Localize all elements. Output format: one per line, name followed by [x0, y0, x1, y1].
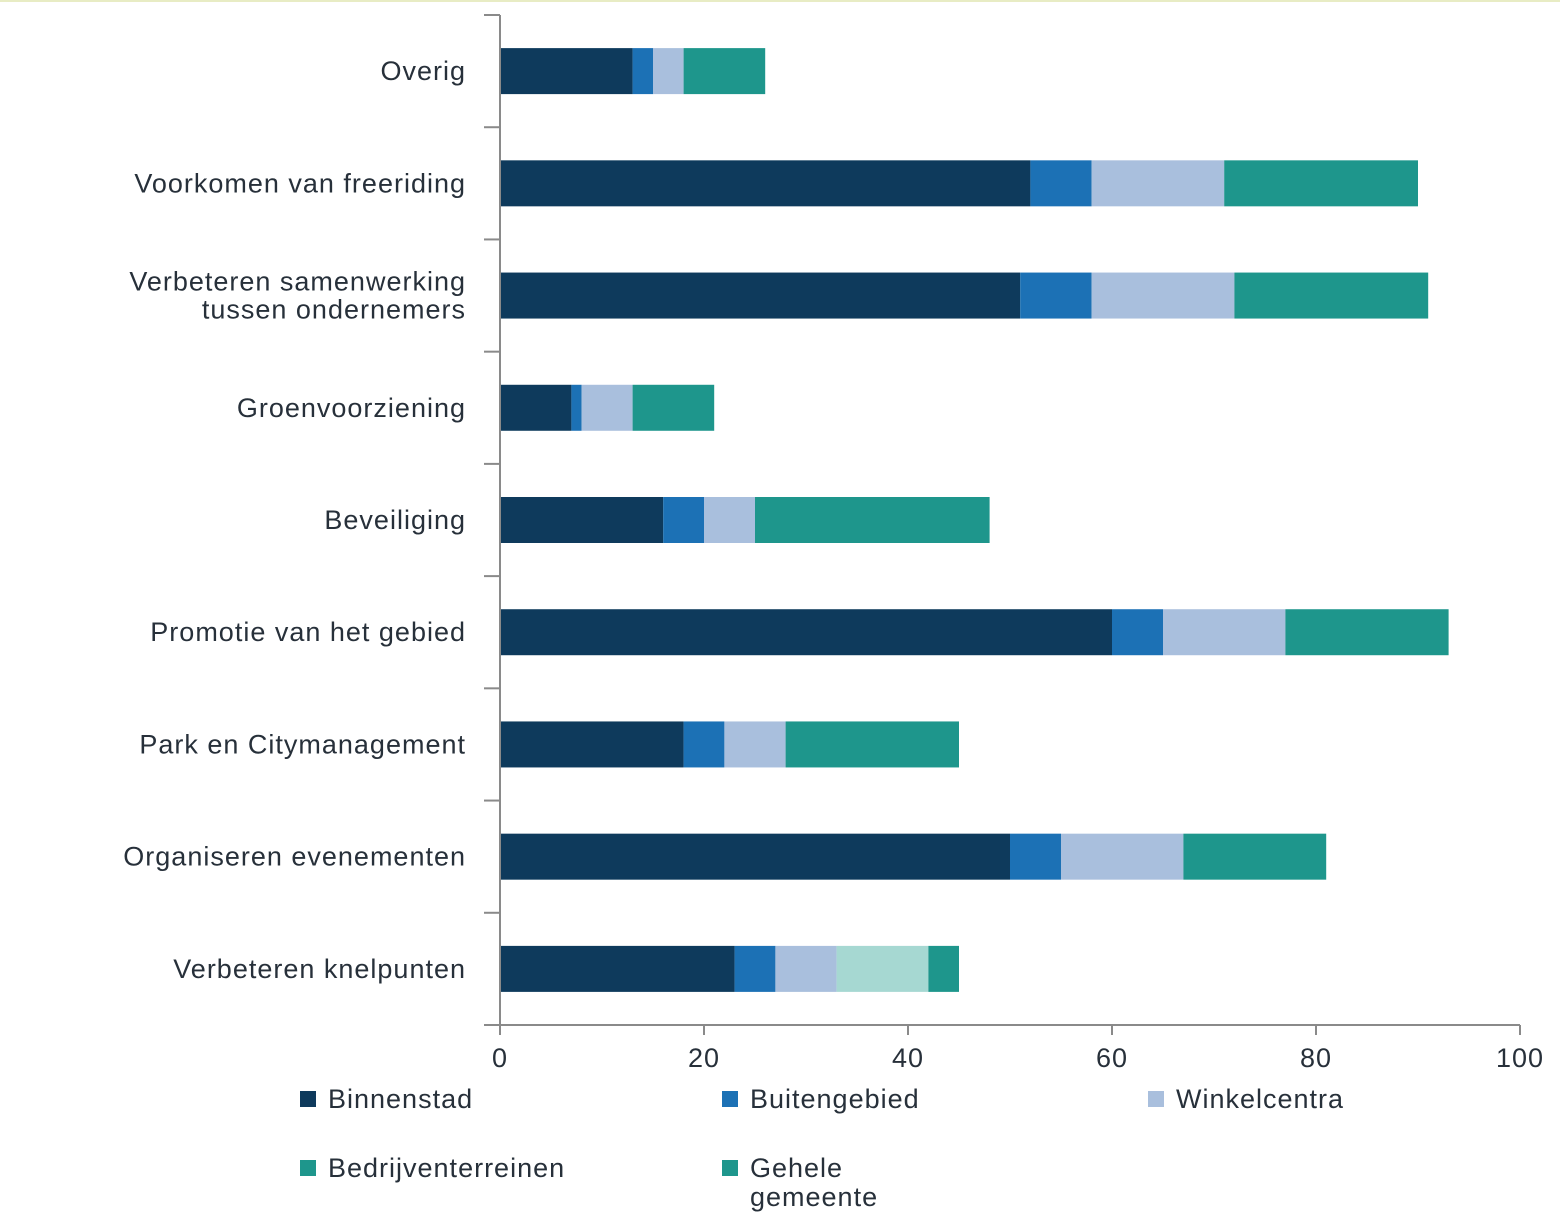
bar-park-en-citymanagement-binnenstad: [500, 721, 684, 768]
category-label-promotie-van-het-gebied: Promotie van het gebied: [150, 617, 466, 647]
bar-park-en-citymanagement-winkelcentra: [724, 721, 786, 768]
bar-organiseren-evenementen-buitengebied: [1010, 833, 1061, 880]
category-label-verbeteren-samenwerking-tussen-ondernemers-line2: tussen ondernemers: [202, 295, 466, 325]
bar-verbeteren-knelpunten-binnenstad: [500, 945, 735, 992]
category-label-overig: Overig: [380, 56, 466, 86]
bar-verbeteren-samenwerking-tussen-ondernemers-buitengebied: [1020, 272, 1092, 319]
category-labels: Overig Voorkomen van freeriding Verbeteren…: [123, 56, 466, 984]
bar-groenvoorziening-binnenstad: [500, 384, 572, 431]
bar-groenvoorziening-winkelcentra: [581, 384, 633, 431]
axes-layer: [484, 14, 1521, 1035]
category-label-organiseren-evenementen: Organiseren evenementen: [123, 842, 466, 872]
category-label-verbeteren-knelpunten: Verbeteren knelpunten: [173, 954, 466, 984]
bar-beveiliging-buitengebied: [663, 497, 704, 543]
bar-park-en-citymanagement-buitengebied: [683, 721, 725, 768]
bar-verbeteren-knelpunten-gehele-gemeente: [928, 945, 959, 992]
bar-voorkomen-van-freeriding-winkelcentra: [1091, 160, 1225, 207]
legend-swatch-binnenstad: [300, 1091, 316, 1107]
legend-label-gehele-gemeente-line1: Gehele: [750, 1153, 843, 1183]
category-label-voorkomen-van-freeriding: Voorkomen van freeriding: [134, 168, 466, 198]
bar-promotie-van-het-gebied-gehele-gemeente: [1285, 609, 1449, 656]
category-label-park-en-citymanagement: Park en Citymanagement: [139, 729, 466, 759]
bar-beveiliging-gehele-gemeente: [755, 497, 990, 543]
bar-promotie-van-het-gebied-binnenstad: [500, 609, 1112, 656]
bar-beveiliging-binnenstad: [500, 497, 664, 543]
legend-swatch-buitengebied: [722, 1091, 738, 1107]
x-tick-label-40: 40: [892, 1043, 924, 1073]
x-tick-labels: 0 20 40 60 80 100: [492, 1043, 1544, 1073]
bar-voorkomen-van-freeriding-buitengebied: [1030, 160, 1092, 207]
category-label-verbeteren-samenwerking-tussen-ondernemers-line1: Verbeteren samenwerking: [129, 267, 466, 297]
category-label-groenvoorziening: Groenvoorziening: [237, 393, 466, 423]
bar-organiseren-evenementen-winkelcentra: [1061, 833, 1184, 880]
category-label-beveiliging: Beveiliging: [324, 505, 466, 535]
bar-groenvoorziening-gehele-gemeente: [632, 384, 715, 431]
bar-verbeteren-knelpunten-winkelcentra: [775, 945, 837, 992]
bar-verbeteren-knelpunten-buitengebied: [734, 945, 776, 992]
bar-beveiliging-winkelcentra: [704, 497, 755, 543]
bar-overig-winkelcentra: [653, 48, 684, 95]
x-tick-label-20: 20: [688, 1043, 720, 1073]
bar-promotie-van-het-gebied-buitengebied: [1112, 609, 1163, 656]
bar-overig-gehele-gemeente: [683, 48, 766, 95]
bar-verbeteren-knelpunten-bedrijventerreinen: [836, 945, 929, 992]
legend-swatch-winkelcentra: [1148, 1091, 1164, 1107]
top-border: [0, 0, 1560, 2]
legend-label-winkelcentra: Winkelcentra: [1176, 1084, 1344, 1114]
legend: Binnenstad Buitengebied Winkelcentra Bedrij…: [300, 1084, 1344, 1212]
bar-park-en-citymanagement-gehele-gemeente: [785, 721, 959, 768]
bars-layer: [500, 48, 1449, 992]
bar-organiseren-evenementen-binnenstad: [500, 833, 1010, 880]
legend-label-buitengebied: Buitengebied: [750, 1084, 920, 1114]
bar-overig-binnenstad: [500, 48, 633, 95]
bar-verbeteren-samenwerking-tussen-ondernemers-binnenstad: [500, 272, 1021, 319]
bar-promotie-van-het-gebied-winkelcentra: [1163, 609, 1286, 656]
bar-voorkomen-van-freeriding-gehele-gemeente: [1224, 160, 1418, 207]
legend-label-gehele-gemeente-line2: gemeente: [750, 1182, 878, 1212]
legend-swatch-bedrijventerreinen: [300, 1160, 316, 1176]
bar-overig-buitengebied: [632, 48, 653, 95]
x-tick-label-60: 60: [1096, 1043, 1128, 1073]
bar-voorkomen-van-freeriding-binnenstad: [500, 160, 1031, 207]
bar-groenvoorziening-buitengebied: [571, 384, 582, 431]
bar-verbeteren-samenwerking-tussen-ondernemers-winkelcentra: [1091, 272, 1235, 319]
bar-organiseren-evenementen-gehele-gemeente: [1183, 833, 1327, 880]
x-tick-label-80: 80: [1300, 1043, 1332, 1073]
legend-label-binnenstad: Binnenstad: [328, 1084, 473, 1114]
x-tick-label-0: 0: [492, 1043, 508, 1073]
legend-swatch-gehele-gemeente: [722, 1160, 738, 1176]
x-tick-label-100: 100: [1496, 1043, 1544, 1073]
legend-label-bedrijventerreinen: Bedrijventerreinen: [328, 1153, 565, 1183]
bar-verbeteren-samenwerking-tussen-ondernemers-gehele-gemeente: [1234, 272, 1429, 319]
